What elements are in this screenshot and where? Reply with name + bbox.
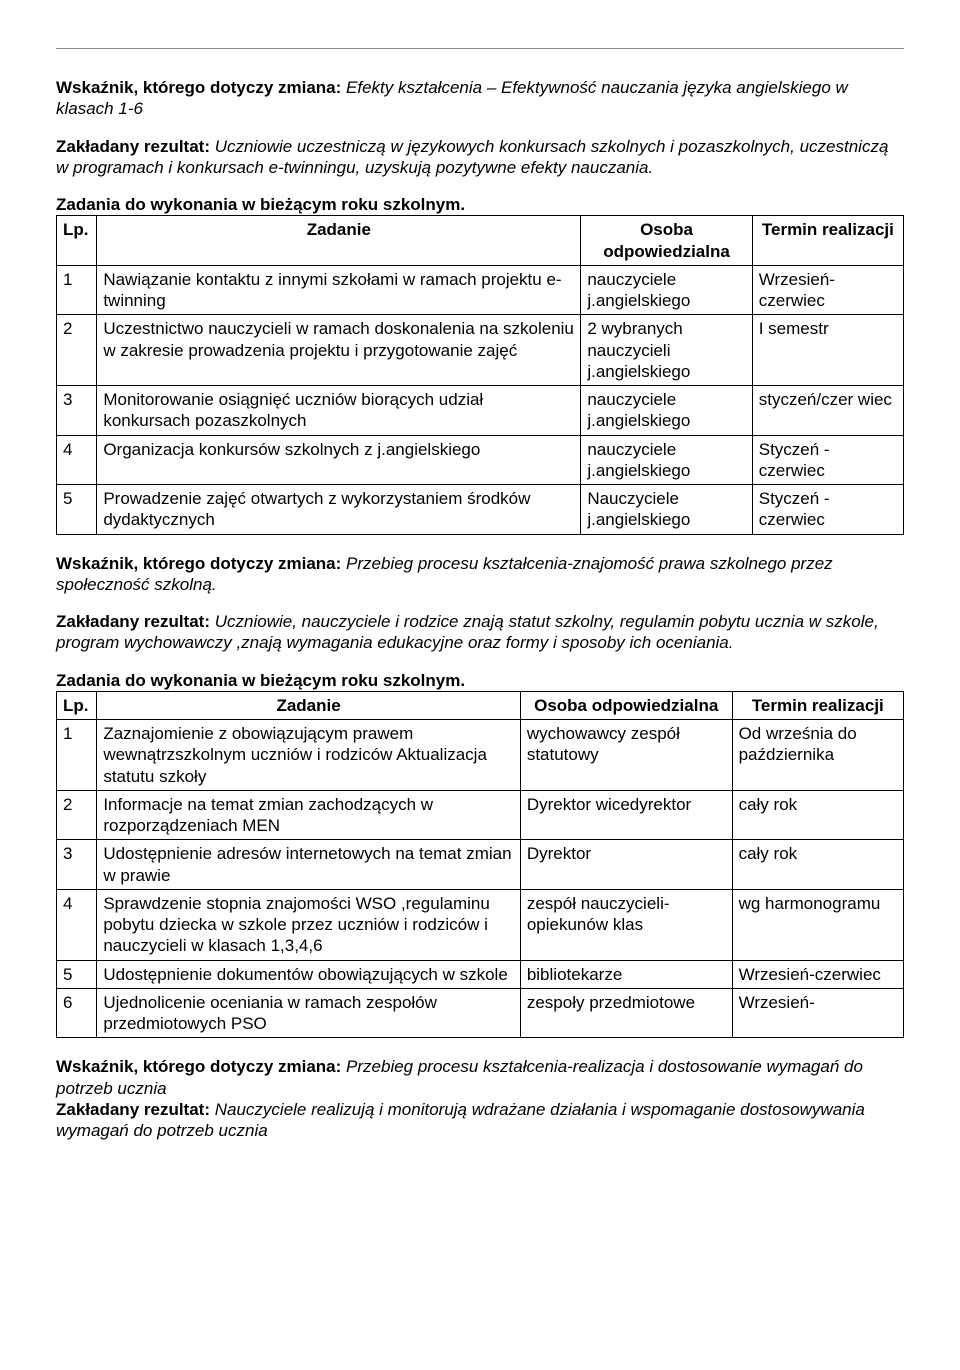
table-header-row: Lp. Zadanie Osoba odpowiedzialna Termin … <box>57 691 904 719</box>
cell-lp: 1 <box>57 265 97 315</box>
cell-term: Styczeń - czerwiec <box>752 435 903 485</box>
cell-term: Od września do października <box>732 720 903 791</box>
cell-lp: 3 <box>57 386 97 436</box>
section1-tasks-heading: Zadania do wykonania w bieżącym roku szk… <box>56 194 904 215</box>
cell-resp: nauczyciele j.angielskiego <box>581 435 752 485</box>
cell-task: Prowadzenie zajęć otwartych z wykorzysta… <box>97 485 581 535</box>
table-row: 3 Udostępnienie adresów internetowych na… <box>57 840 904 890</box>
cell-task: Nawiązanie kontaktu z innymi szkołami w … <box>97 265 581 315</box>
table-row: 4 Sprawdzenie stopnia znajomości WSO ,re… <box>57 889 904 960</box>
col-lp: Lp. <box>57 216 97 266</box>
table-row: 3 Monitorowanie osiągnięć uczniów biorąc… <box>57 386 904 436</box>
cell-task: Organizacja konkursów szkolnych z j.angi… <box>97 435 581 485</box>
cell-resp: zespoły przedmiotowe <box>520 988 732 1038</box>
table-row: 4 Organizacja konkursów szkolnych z j.an… <box>57 435 904 485</box>
section1-result: Zakładany rezultat: Uczniowie uczestnicz… <box>56 136 904 179</box>
cell-resp: nauczyciele j.angielskiego <box>581 265 752 315</box>
section1-table: Lp. Zadanie Osoba odpowiedzialna Termin … <box>56 215 904 534</box>
result-label: Zakładany rezultat: <box>56 1100 210 1119</box>
table-row: 5 Prowadzenie zajęć otwartych z wykorzys… <box>57 485 904 535</box>
cell-term: styczeń/czer wiec <box>752 386 903 436</box>
cell-task: Zaznajomienie z obowiązującym prawem wew… <box>97 720 521 791</box>
section1-indicator: Wskaźnik, którego dotyczy zmiana: Efekty… <box>56 77 904 120</box>
cell-task: Udostępnienie dokumentów obowiązujących … <box>97 960 521 988</box>
cell-resp: Dyrektor wicedyrektor <box>520 790 732 840</box>
cell-term: Wrzesień-czerwiec <box>752 265 903 315</box>
indicator-label: Wskaźnik, którego dotyczy zmiana: <box>56 78 341 97</box>
col-resp: Osoba odpowiedzialna <box>581 216 752 266</box>
cell-task: Uczestnictwo nauczycieli w ramach doskon… <box>97 315 581 386</box>
col-task: Zadanie <box>97 691 521 719</box>
cell-term: I semestr <box>752 315 903 386</box>
table-row: 1 Nawiązanie kontaktu z innymi szkołami … <box>57 265 904 315</box>
cell-resp: Nauczyciele j.angielskiego <box>581 485 752 535</box>
cell-resp: nauczyciele j.angielskiego <box>581 386 752 436</box>
cell-task: Udostępnienie adresów internetowych na t… <box>97 840 521 890</box>
cell-resp: wychowawcy zespół statutowy <box>520 720 732 791</box>
col-term: Termin realizacji <box>752 216 903 266</box>
cell-task: Informacje na temat zmian zachodzących w… <box>97 790 521 840</box>
cell-lp: 3 <box>57 840 97 890</box>
col-term: Termin realizacji <box>732 691 903 719</box>
cell-resp: 2 wybranych nauczycieli j.angielskiego <box>581 315 752 386</box>
indicator-label: Wskaźnik, którego dotyczy zmiana: <box>56 554 341 573</box>
cell-lp: 2 <box>57 790 97 840</box>
top-rule <box>56 48 904 49</box>
section2-result: Zakładany rezultat: Uczniowie, nauczycie… <box>56 611 904 654</box>
table-header-row: Lp. Zadanie Osoba odpowiedzialna Termin … <box>57 216 904 266</box>
cell-term: cały rok <box>732 840 903 890</box>
cell-lp: 2 <box>57 315 97 386</box>
section2-table: Lp. Zadanie Osoba odpowiedzialna Termin … <box>56 691 904 1039</box>
section3-indicator: Wskaźnik, którego dotyczy zmiana: Przebi… <box>56 1056 904 1099</box>
cell-term: Wrzesień-czerwiec <box>732 960 903 988</box>
cell-lp: 1 <box>57 720 97 791</box>
cell-task: Ujednolicenie oceniania w ramach zespołó… <box>97 988 521 1038</box>
cell-resp: zespół nauczycieli-opiekunów klas <box>520 889 732 960</box>
cell-lp: 6 <box>57 988 97 1038</box>
col-resp: Osoba odpowiedzialna <box>520 691 732 719</box>
table-row: 1 Zaznajomienie z obowiązującym prawem w… <box>57 720 904 791</box>
cell-lp: 5 <box>57 485 97 535</box>
table-row: 5 Udostępnienie dokumentów obowiązującyc… <box>57 960 904 988</box>
cell-task: Monitorowanie osiągnięć uczniów biorącyc… <box>97 386 581 436</box>
table-row: 6 Ujednolicenie oceniania w ramach zespo… <box>57 988 904 1038</box>
cell-term: Styczeń - czerwiec <box>752 485 903 535</box>
table-row: 2 Uczestnictwo nauczycieli w ramach dosk… <box>57 315 904 386</box>
col-lp: Lp. <box>57 691 97 719</box>
indicator-label: Wskaźnik, którego dotyczy zmiana: <box>56 1057 341 1076</box>
result-label: Zakładany rezultat: <box>56 612 210 631</box>
section3-result: Zakładany rezultat: Nauczyciele realizuj… <box>56 1099 904 1142</box>
table-row: 2 Informacje na temat zmian zachodzących… <box>57 790 904 840</box>
result-label: Zakładany rezultat: <box>56 137 210 156</box>
cell-resp: Dyrektor <box>520 840 732 890</box>
col-task: Zadanie <box>97 216 581 266</box>
cell-term: cały rok <box>732 790 903 840</box>
cell-lp: 4 <box>57 435 97 485</box>
cell-term: wg harmonogramu <box>732 889 903 960</box>
cell-lp: 5 <box>57 960 97 988</box>
cell-task: Sprawdzenie stopnia znajomości WSO ,regu… <box>97 889 521 960</box>
section2-indicator: Wskaźnik, którego dotyczy zmiana: Przebi… <box>56 553 904 596</box>
cell-resp: bibliotekarze <box>520 960 732 988</box>
cell-term: Wrzesień- <box>732 988 903 1038</box>
section2-tasks-heading: Zadania do wykonania w bieżącym roku szk… <box>56 670 904 691</box>
cell-lp: 4 <box>57 889 97 960</box>
